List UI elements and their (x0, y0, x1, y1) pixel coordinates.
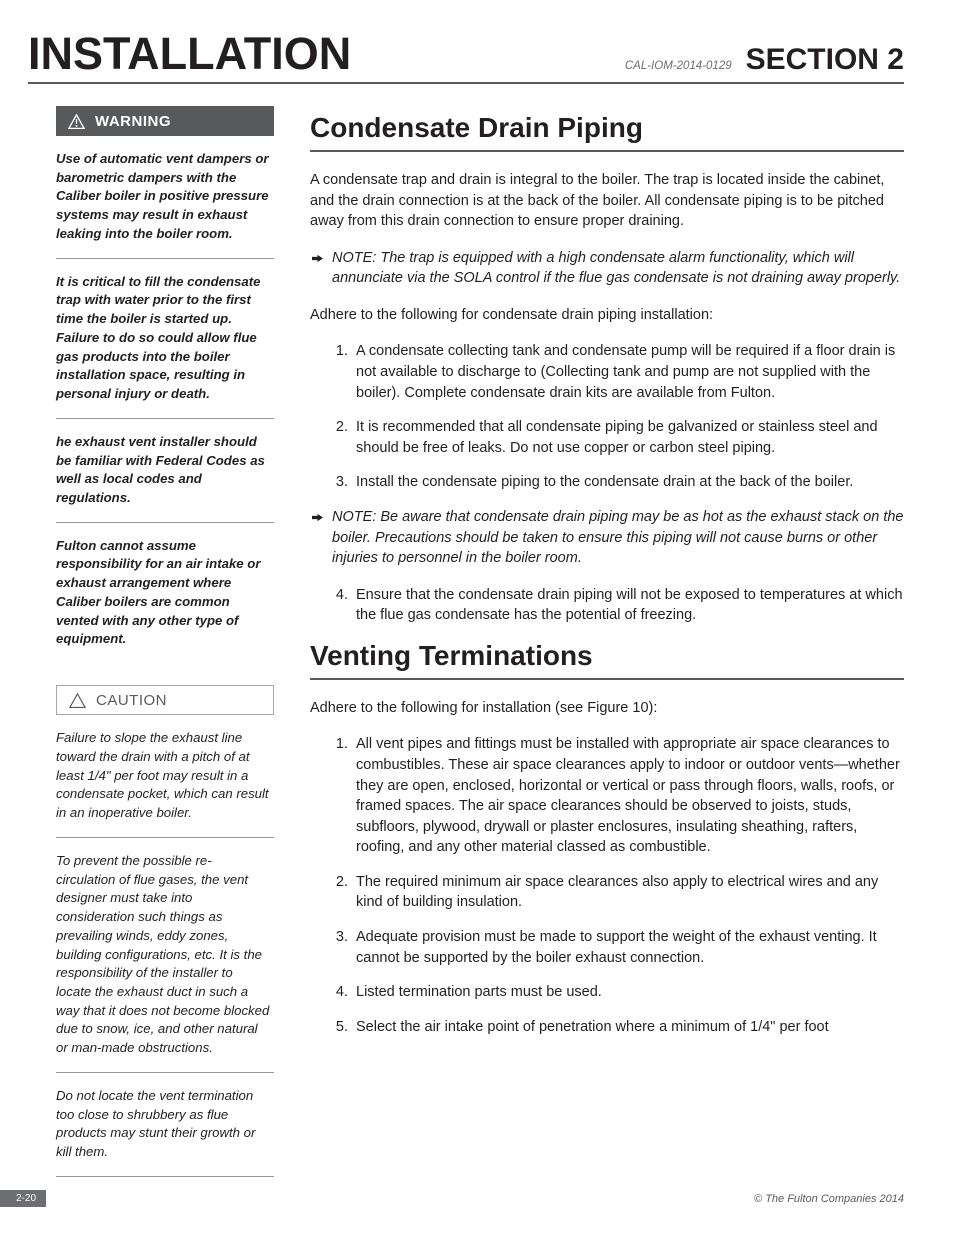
lead-text: Adhere to the following for condensate d… (310, 305, 904, 326)
header-right: CAL-IOM-2014-0129 SECTION 2 (625, 43, 904, 77)
list-item: Listed termination parts must be used. (352, 982, 904, 1003)
caution-item: Failure to slope the exhaust line toward… (56, 715, 274, 837)
document-code: CAL-IOM-2014-0129 (625, 60, 732, 72)
page-title: INSTALLATION (28, 28, 351, 80)
note-text: NOTE: The trap is equipped with a high c… (332, 248, 904, 289)
note-block: NOTE: The trap is equipped with a high c… (310, 248, 904, 289)
caution-label: CAUTION (96, 692, 167, 709)
page-header: INSTALLATION CAL-IOM-2014-0129 SECTION 2 (28, 28, 904, 84)
copyright-text: © The Fulton Companies 2014 (754, 1193, 904, 1205)
warning-icon (68, 114, 85, 129)
note-arrow-icon (312, 248, 324, 289)
sidebar: WARNING Use of automatic vent dampers or… (28, 106, 274, 1177)
venting-list: All vent pipes and fittings must be inst… (310, 734, 904, 1037)
warning-item: he exhaust vent installer should be fami… (56, 419, 274, 522)
page-footer: 2-20 © The Fulton Companies 2014 (0, 1190, 904, 1207)
list-item: Ensure that the condensate drain piping … (352, 585, 904, 626)
list-item: All vent pipes and fittings must be inst… (352, 734, 904, 857)
lead-text: Adhere to the following for installation… (310, 698, 904, 719)
list-item: Select the air intake point of penetrati… (352, 1017, 904, 1038)
warning-item: Use of automatic vent dampers or baromet… (56, 136, 274, 258)
list-item: Install the condensate piping to the con… (352, 472, 904, 493)
note-block: NOTE: Be aware that condensate drain pip… (310, 507, 904, 569)
section-heading-venting: Venting Terminations (310, 640, 904, 680)
warning-item: It is critical to fill the condensate tr… (56, 259, 274, 418)
warning-label: WARNING (95, 113, 171, 130)
list-item: A condensate collecting tank and condens… (352, 341, 904, 403)
section-number: SECTION 2 (746, 43, 904, 77)
caution-item: Do not locate the vent termination too c… (56, 1073, 274, 1176)
divider (56, 1176, 274, 1177)
intro-paragraph: A condensate trap and drain is integral … (310, 170, 904, 232)
caution-item: To prevent the possible re-circulation o… (56, 838, 274, 1072)
page-number: 2-20 (0, 1190, 46, 1207)
content-columns: WARNING Use of automatic vent dampers or… (28, 106, 904, 1177)
condensate-list-a: A condensate collecting tank and condens… (310, 341, 904, 492)
section-heading-condensate: Condensate Drain Piping (310, 112, 904, 152)
caution-icon (69, 693, 86, 708)
list-item: It is recommended that all condensate pi… (352, 417, 904, 458)
condensate-list-b: Ensure that the condensate drain piping … (310, 585, 904, 626)
caution-header: CAUTION (56, 685, 274, 715)
list-item: Adequate provision must be made to suppo… (352, 927, 904, 968)
warning-item: Fulton cannot assume responsibility for … (56, 523, 274, 663)
main-content: Condensate Drain Piping A condensate tra… (310, 106, 904, 1051)
warning-header: WARNING (56, 106, 274, 136)
note-text: NOTE: Be aware that condensate drain pip… (332, 507, 904, 569)
list-item: The required minimum air space clearance… (352, 872, 904, 913)
note-arrow-icon (312, 507, 324, 569)
